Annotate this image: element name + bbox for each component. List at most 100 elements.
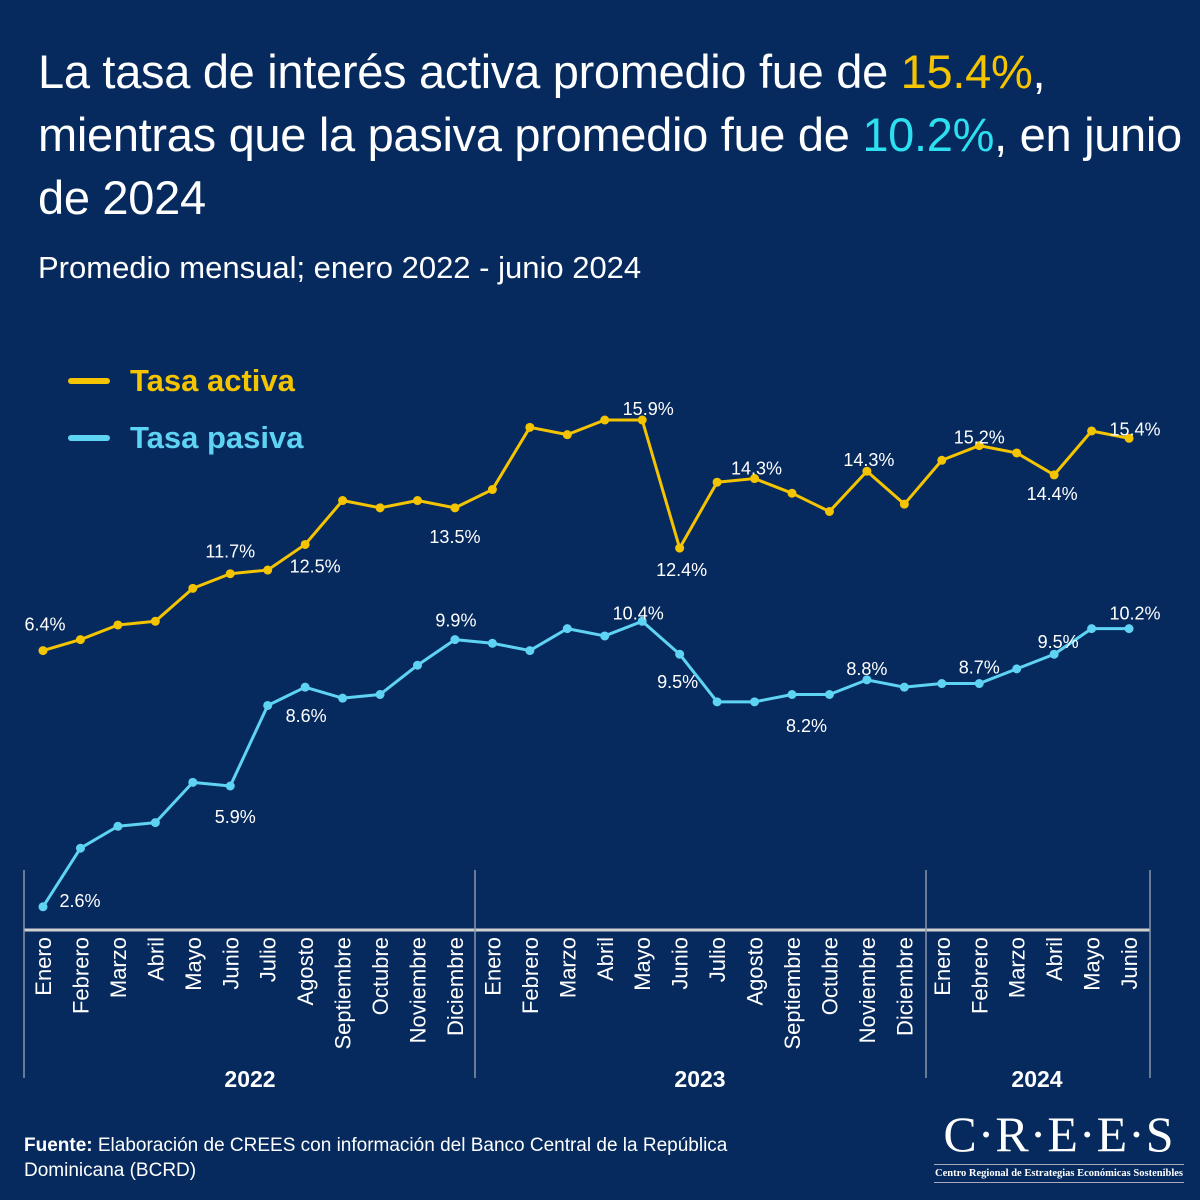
x-tick-label: Abril: [1042, 937, 1067, 981]
data-point: [750, 474, 760, 484]
logo-wordmark: C·R·E·E·S: [943, 1106, 1175, 1162]
x-tick-label: Octubre: [368, 937, 393, 1015]
x-tick-label: Febrero: [68, 937, 93, 1014]
data-label: 5.9%: [215, 807, 256, 827]
data-label: 11.7%: [205, 542, 255, 562]
x-tick-label: Abril: [143, 937, 168, 981]
x-tick-label: Febrero: [967, 937, 992, 1014]
data-point: [937, 679, 947, 689]
data-label: 15.9%: [623, 399, 674, 419]
data-point: [600, 415, 610, 425]
data-point: [338, 693, 348, 703]
data-point: [899, 499, 909, 509]
x-tick-label: Julio: [705, 937, 730, 982]
series-line-pasiva: [41, 619, 1130, 908]
legend-item-activa: Tasa activa: [68, 352, 303, 409]
data-label: 8.2%: [786, 716, 827, 736]
data-point: [562, 624, 572, 634]
data-label: 2.6%: [59, 891, 100, 911]
data-point: [150, 616, 160, 626]
data-point: [263, 565, 273, 575]
title-text: La tasa de interés activa promedio fue d…: [38, 45, 901, 98]
data-label: 9.5%: [657, 672, 698, 692]
source-text: Elaboración de CREES con información del…: [24, 1135, 728, 1181]
x-tick-label: Enero: [930, 937, 955, 996]
data-point: [300, 539, 310, 549]
x-tick-label: Junio: [668, 937, 693, 990]
data-point: [974, 441, 984, 451]
data-point: [637, 616, 647, 626]
crees-logo: C·R·E·E·S Centro Regional de Estrategias…: [934, 1108, 1184, 1183]
x-tick-label: Marzo: [555, 937, 580, 998]
x-tick-label: Mayo: [630, 937, 655, 991]
data-point: [862, 675, 872, 685]
x-tick-label: Enero: [31, 937, 56, 996]
x-tick-label: Marzo: [1005, 937, 1030, 998]
x-tick-label: Enero: [480, 937, 505, 996]
x-tick-label: Diciembre: [892, 937, 917, 1036]
data-point: [862, 466, 872, 476]
x-tick-label: Diciembre: [443, 937, 468, 1036]
activa-highlight: 15.4%: [900, 45, 1033, 98]
data-label: 10.4%: [613, 603, 664, 623]
data-point: [637, 415, 647, 425]
data-label: 15.4%: [1110, 419, 1161, 439]
x-tick-label: Junio: [218, 937, 243, 990]
title-text: , en junio de 2024: [38, 108, 1182, 224]
x-tick-label: Mayo: [1080, 937, 1105, 991]
x-tick-label: Octubre: [817, 937, 842, 1015]
legend-label: Tasa activa: [130, 362, 295, 398]
data-point: [1012, 448, 1022, 458]
data-point: [1087, 624, 1097, 634]
x-tick-label: Junio: [1117, 937, 1142, 990]
data-point: [525, 646, 535, 656]
data-label: 9.9%: [435, 611, 476, 631]
data-point: [787, 488, 797, 498]
x-tick-label: Mayo: [181, 937, 206, 991]
series-line-activa: [42, 418, 1130, 653]
data-point: [712, 477, 722, 487]
x-tick-label: Noviembre: [406, 937, 431, 1043]
data-point: [113, 821, 123, 831]
legend-swatch: [68, 434, 110, 441]
logo-subtitle: Centro Regional de Estrategias Económica…: [934, 1164, 1184, 1183]
data-point: [38, 902, 48, 912]
data-point: [937, 455, 947, 465]
data-point: [562, 430, 572, 440]
page-title: La tasa de interés activa promedio fue d…: [38, 40, 1188, 229]
legend-item-pasiva: Tasa pasiva: [68, 409, 303, 466]
x-tick-label: Agosto: [293, 937, 318, 1006]
legend: Tasa activa Tasa pasiva: [68, 352, 303, 466]
title-text: , mientras que la pasiva promedio fue de: [38, 45, 1046, 161]
data-point: [300, 682, 310, 692]
data-point: [150, 818, 160, 828]
year-label: 2024: [1011, 1066, 1062, 1092]
source-label: Fuente:: [24, 1135, 93, 1156]
data-label: 14.4%: [1027, 484, 1078, 504]
data-point: [188, 583, 198, 593]
data-label: 8.6%: [286, 706, 327, 726]
data-point: [712, 697, 722, 707]
data-point: [450, 503, 460, 513]
year-label: 2023: [674, 1066, 725, 1092]
data-label: 12.4%: [656, 560, 707, 580]
data-point: [787, 690, 797, 699]
data-point: [487, 485, 497, 495]
data-point: [675, 543, 685, 553]
data-point: [824, 507, 834, 516]
x-tick-label: Septiembre: [780, 937, 805, 1050]
data-point: [824, 690, 834, 699]
data-point: [1124, 433, 1134, 443]
data-point: [188, 777, 198, 787]
data-point: [1049, 470, 1059, 480]
data-label: 6.4%: [24, 615, 65, 635]
data-point: [38, 646, 48, 656]
year-label: 2022: [224, 1066, 275, 1092]
data-point: [225, 569, 235, 579]
data-point: [1049, 649, 1059, 659]
data-point: [899, 682, 909, 692]
data-point: [525, 422, 535, 432]
x-tick-label: Febrero: [518, 937, 543, 1014]
data-label: 8.8%: [846, 659, 887, 679]
x-tick-label: Noviembre: [855, 937, 880, 1043]
